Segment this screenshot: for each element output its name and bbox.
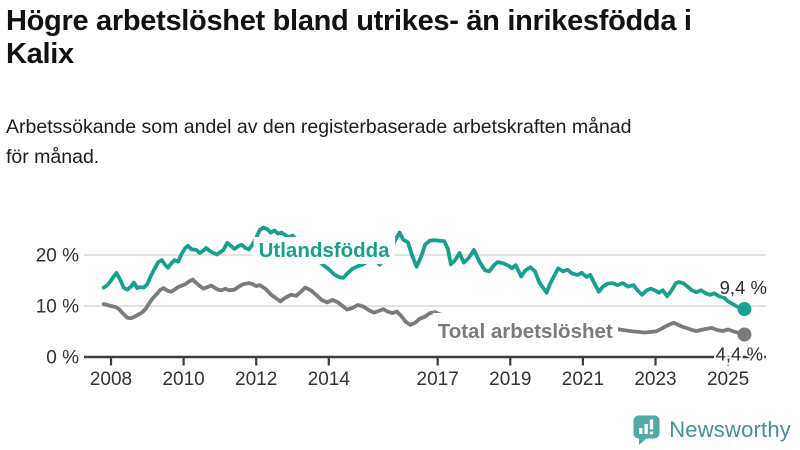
y-tick-label: 0 % [46,348,79,369]
newsworthy-logo-link[interactable]: Newsworthy [633,414,791,446]
end-value-label: 4,4 % [716,344,763,365]
chart-subtitle-line2: för månad. [6,146,100,168]
x-tick-label: 2010 [162,369,204,390]
series-label: Utlandsfödda [259,239,391,262]
series-label-backing [432,312,618,349]
series-label: Total arbetslöshet [438,320,613,343]
end-dot [737,302,752,317]
x-tick-label: 2017 [417,369,459,390]
y-tick-label: 10 % [36,297,79,318]
y-tick-label: 20 % [36,246,79,267]
newsworthy-brand: Newsworthy [669,417,791,442]
chart-subtitle: Arbetssökande som andel av den registerb… [6,112,786,172]
x-tick-label: 2021 [562,369,604,390]
bar-chart-glyph [639,419,654,434]
x-tick-label: 2012 [235,369,277,390]
chart-title-line2: Kalix [6,38,74,70]
end-dot [737,327,752,342]
series-line [101,225,747,312]
x-tick-label: 2023 [634,369,676,390]
x-tick-label: 2008 [90,369,132,390]
newsworthy-icon [633,415,660,445]
chart-title: Högre arbetslöshet bland utrikes- än inr… [6,5,792,71]
series-line [101,277,747,337]
x-tick-label: 2025 [707,369,749,390]
series-label-backing [253,237,396,265]
chart-title-line1: Högre arbetslöshet bland utrikes- än inr… [6,5,692,37]
x-tick-label: 2019 [489,369,531,390]
end-value-label: 9,4 % [720,277,767,298]
x-tick-label: 2014 [308,369,351,390]
chart-subtitle-line1: Arbetssökande som andel av den registerb… [6,116,632,138]
